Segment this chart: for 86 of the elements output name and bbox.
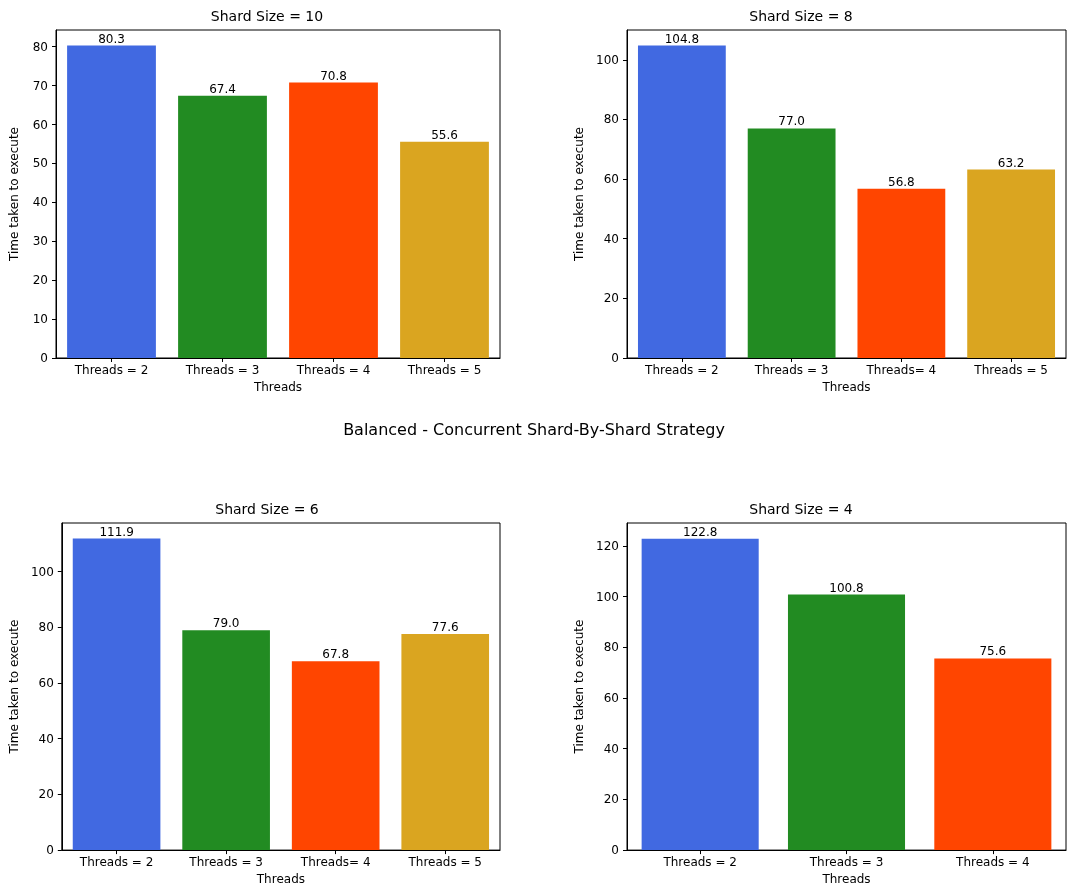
x-tick-label: Threads = 2 [662, 855, 737, 870]
data-label: 77.0 [778, 114, 805, 129]
y-tick-label: 60 [603, 690, 619, 705]
data-label: 104.8 [664, 31, 700, 46]
data-label: 63.2 [997, 155, 1025, 170]
y-tick-label: 20 [603, 792, 619, 807]
y-tick-label: 80 [32, 39, 48, 54]
x-tick-label: Threads = 5 [406, 363, 482, 377]
data-label: 77.6 [431, 620, 459, 635]
data-label: 79.0 [212, 616, 240, 631]
text: Balanced - Concurrent Shard-By-Shard Strategy [342, 420, 726, 439]
y-tick-label: 0 [611, 351, 619, 365]
y-axis-title: Time taken to execute [7, 126, 21, 263]
x-axis-title: Threads [255, 872, 306, 886]
y-tick-label: 10 [32, 312, 48, 327]
x-tick-label: Threads= 4 [299, 855, 371, 870]
data-label: 56.8 [888, 174, 915, 189]
y-tick-label: 0 [611, 843, 619, 858]
bar [787, 594, 906, 851]
data-label: 111.9 [99, 524, 134, 539]
data-label: 122.8 [682, 524, 718, 539]
y-tick-label: 80 [603, 640, 619, 655]
y-tick-label: 20 [38, 787, 54, 802]
y-axis-title: Time taken to execute [572, 126, 587, 263]
y-tick-label: 20 [32, 273, 48, 288]
y-tick-label: 30 [32, 234, 48, 249]
y-tick-label: 50 [32, 156, 48, 171]
bar [967, 169, 1056, 358]
chart-title: Shard Size = 8 [749, 8, 853, 24]
bar [178, 95, 267, 358]
bar [72, 538, 161, 851]
bar [637, 45, 726, 358]
y-axis-title: Time taken to execute [572, 619, 587, 755]
y-axis-title: Time taken to execute [7, 619, 21, 755]
y-tick-label: 100 [596, 589, 619, 604]
y-tick-label: 40 [603, 231, 619, 246]
x-tick-label: Threads = 3 [184, 363, 260, 377]
chart-title: Shard Size = 10 [210, 8, 324, 24]
x-axis-title: Threads [821, 872, 871, 886]
bar [934, 658, 1052, 851]
bar [67, 45, 156, 358]
data-label: 80.3 [98, 31, 125, 46]
y-tick-label: 80 [603, 112, 619, 127]
bar [641, 538, 759, 851]
data-label: 100.8 [829, 580, 864, 595]
x-tick-label: Threads = 5 [407, 855, 482, 870]
x-tick-label: Threads = 3 [808, 855, 884, 870]
x-axis-title: Threads [821, 379, 871, 394]
bar [857, 188, 946, 358]
y-tick-label: 60 [38, 676, 54, 691]
bar [400, 141, 489, 358]
x-tick-label: Threads = 4 [295, 363, 371, 377]
y-tick-label: 100 [30, 564, 54, 579]
x-tick-label: Threads = 2 [644, 363, 719, 377]
bar [182, 630, 270, 851]
x-axis-title: Threads [252, 379, 303, 394]
data-label: 67.4 [209, 81, 236, 96]
x-tick-label: Threads = 5 [973, 363, 1048, 377]
x-tick-label: Threads = 2 [78, 855, 154, 870]
y-tick-label: 20 [603, 291, 619, 306]
data-label: 55.6 [431, 127, 458, 142]
y-tick-label: 60 [603, 172, 619, 187]
bar [289, 82, 378, 358]
y-tick-label: 80 [38, 620, 54, 635]
bar [747, 128, 836, 358]
data-label: 70.8 [320, 68, 347, 83]
y-tick-label: 40 [32, 195, 48, 210]
bar [401, 634, 490, 851]
y-tick-label: 120 [596, 538, 619, 553]
x-tick-label: Threads = 2 [73, 363, 149, 377]
data-label: 75.6 [979, 644, 1007, 659]
bar [291, 661, 380, 851]
chart-title: Shard Size = 6 [215, 501, 319, 517]
y-tick-label: 40 [603, 741, 619, 756]
y-tick-label: 0 [40, 351, 48, 365]
y-tick-label: 100 [596, 52, 619, 67]
data-label: 67.8 [322, 647, 350, 662]
y-tick-label: 0 [46, 843, 54, 858]
y-tick-label: 60 [32, 117, 48, 132]
x-tick-label: Threads = 3 [188, 855, 263, 870]
y-tick-label: 70 [32, 78, 48, 93]
x-tick-label: Threads = 3 [753, 363, 829, 377]
y-tick-label: 40 [38, 731, 54, 746]
x-tick-label: Threads = 4 [955, 855, 1030, 870]
x-tick-label: Threads= 4 [865, 363, 937, 377]
chart-title: Shard Size = 4 [749, 501, 853, 517]
